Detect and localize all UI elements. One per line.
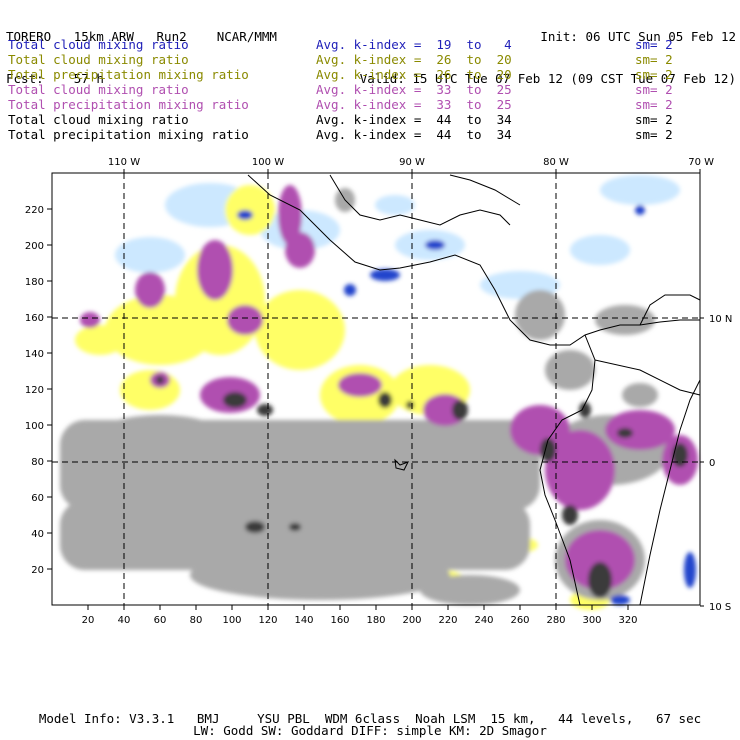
longitude-label: 90 W <box>399 157 425 168</box>
longitude-axis: 110 W 100 W 90 W 80 W 70 W <box>108 157 714 173</box>
y-tick-label: 200 <box>25 241 44 252</box>
legend-row: Total cloud mixing ratio Avg. k-index = 4… <box>6 112 736 127</box>
latitude-label: 10 S <box>709 602 731 613</box>
legend-field-name: Total precipitation mixing ratio <box>8 67 249 82</box>
y-tick-label: 140 <box>25 349 44 360</box>
cloud-fields <box>60 175 698 610</box>
y-axis: 20 40 60 80 100 120 140 160 180 200 220 <box>25 205 52 576</box>
latitude-label: 10 N <box>709 314 732 325</box>
y-tick-label: 80 <box>31 457 44 468</box>
x-axis: 20 40 60 80 100 120 140 160 180 200 220 240 260 280 30… <box>82 605 638 626</box>
y-tick-label: 100 <box>25 421 44 432</box>
legend-smoothing: sm= 2 <box>635 67 673 82</box>
y-tick-label: 220 <box>25 205 44 216</box>
x-tick-label: 200 <box>402 615 421 626</box>
legend-k-index: Avg. k-index = 26 to 20 <box>316 67 512 82</box>
x-tick-label: 40 <box>118 615 131 626</box>
longitude-label: 80 W <box>543 157 569 168</box>
longitude-label: 100 W <box>252 157 284 168</box>
x-tick-label: 160 <box>330 615 349 626</box>
legend-row: Total cloud mixing ratio Avg. k-index = 1… <box>6 37 736 52</box>
header-left: TORERO 15km ARW Run2 NCAR/MMM Fcst: 57 h <box>6 2 277 100</box>
init-time: Init: 06 UTC Sun 05 Feb 12 <box>540 29 736 44</box>
forecast-hour: Fcst: 57 h <box>6 72 277 86</box>
legend-field-name: Total precipitation mixing ratio <box>8 127 249 142</box>
legend-field-name: Total cloud mixing ratio <box>8 112 189 127</box>
x-tick-label: 280 <box>546 615 565 626</box>
coastlines <box>247 174 701 606</box>
x-tick-label: 140 <box>294 615 313 626</box>
model-info: Model Info: V3.3.1 BMJ YSU PBL WDM 6clas… <box>38 711 702 726</box>
x-tick-label: 320 <box>618 615 637 626</box>
legend-row: Total cloud mixing ratio Avg. k-index = 3… <box>6 82 736 97</box>
x-tick-label: 260 <box>510 615 529 626</box>
legend-smoothing: sm= 2 <box>635 37 673 52</box>
forecast-value: 57 h <box>73 71 104 86</box>
graticule <box>52 173 700 605</box>
legend-k-index: Avg. k-index = 26 to 20 <box>316 52 512 67</box>
legend-smoothing: sm= 2 <box>635 82 673 97</box>
model-title: TORERO 15km ARW Run2 NCAR/MMM <box>6 29 277 44</box>
legend-k-index: Avg. k-index = 44 to 34 <box>316 127 512 142</box>
legend-k-index: Avg. k-index = 19 to 4 <box>316 37 512 52</box>
legend-k-index: Avg. k-index = 33 to 25 <box>316 82 512 97</box>
valid-time: Valid: 15 UTC Tue 07 Feb 12 (09 CST Tue … <box>359 71 736 86</box>
legend-field-name: Total cloud mixing ratio <box>8 82 189 97</box>
y-tick-label: 180 <box>25 277 44 288</box>
x-tick-label: 300 <box>582 615 601 626</box>
longitude-label: 70 W <box>688 157 714 168</box>
legend-row: Total precipitation mixing ratio Avg. k-i… <box>6 127 736 142</box>
x-tick-label: 220 <box>438 615 457 626</box>
x-tick-label: 120 <box>258 615 277 626</box>
latitude-label: 0 <box>709 458 715 469</box>
y-tick-label: 60 <box>31 493 44 504</box>
legend-field-name: Total cloud mixing ratio <box>8 52 189 67</box>
latitude-axis: 10 N 0 10 S <box>700 314 732 613</box>
x-tick-label: 80 <box>190 615 203 626</box>
x-tick-label: 60 <box>154 615 167 626</box>
y-tick-label: 160 <box>25 313 44 324</box>
legend-k-index: Avg. k-index = 44 to 34 <box>316 112 512 127</box>
header-right: Init: 06 UTC Sun 05 Feb 12 Valid: 15 UTC… <box>360 2 736 100</box>
legend-field-name: Total cloud mixing ratio <box>8 37 189 52</box>
blue-cloud-field <box>237 205 696 605</box>
legend-smoothing: sm= 2 <box>635 127 673 142</box>
x-tick-label: 180 <box>366 615 385 626</box>
x-tick-label: 100 <box>222 615 241 626</box>
legend-smoothing: sm= 2 <box>635 112 673 127</box>
x-tick-label: 20 <box>82 615 95 626</box>
legend-smoothing: sm= 2 <box>635 97 673 112</box>
legend-smoothing: sm= 2 <box>635 52 673 67</box>
legend-row: Total precipitation mixing ratio Avg. k-i… <box>6 67 736 82</box>
legend-field-name: Total precipitation mixing ratio <box>8 97 249 112</box>
y-tick-label: 40 <box>31 529 44 540</box>
forecast-label: Fcst: <box>6 71 44 86</box>
legend-row: Total precipitation mixing ratio Avg. k-i… <box>6 97 736 112</box>
x-tick-label: 240 <box>474 615 493 626</box>
legend-k-index: Avg. k-index = 33 to 25 <box>316 97 512 112</box>
longitude-label: 110 W <box>108 157 140 168</box>
physics-info: LW: Godd SW: Goddard DIFF: simple KM: 2D… <box>193 723 547 738</box>
field-legend: Total cloud mixing ratio Avg. k-index = 1… <box>6 37 736 142</box>
y-tick-label: 20 <box>31 565 44 576</box>
legend-row: Total cloud mixing ratio Avg. k-index = 2… <box>6 52 736 67</box>
y-tick-label: 120 <box>25 385 44 396</box>
